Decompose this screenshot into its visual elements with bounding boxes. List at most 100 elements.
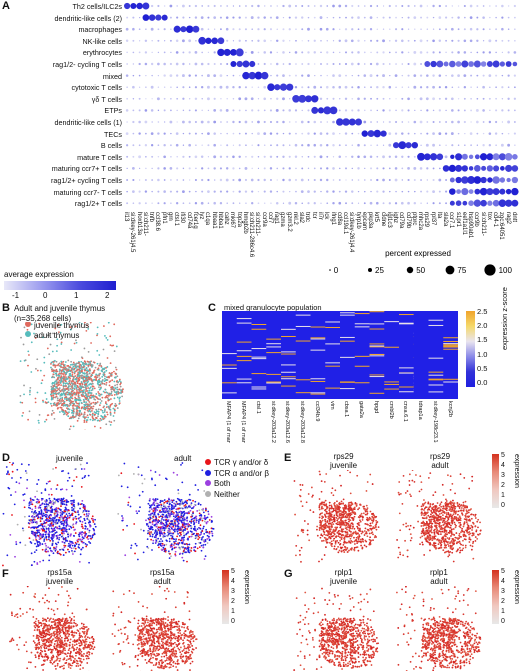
- dot: [182, 86, 185, 89]
- heatmap-gene-label: ctsl.1: [254, 401, 261, 414]
- cell-point: [50, 405, 53, 407]
- cell-point: [33, 516, 36, 519]
- cell-point: [335, 516, 338, 519]
- dot: [432, 143, 435, 147]
- dot: [326, 132, 329, 135]
- cell-point: [60, 323, 63, 326]
- dot: [450, 154, 455, 159]
- cell-point: [55, 372, 58, 375]
- dot: [176, 109, 178, 112]
- dot: [332, 74, 335, 77]
- cell-point: [73, 363, 76, 365]
- dot: [339, 51, 341, 54]
- dot: [232, 155, 235, 159]
- cell-point: [100, 408, 102, 411]
- dot: [420, 109, 422, 112]
- heatmap-cell: [340, 336, 355, 338]
- dot: [238, 97, 242, 101]
- cell-point: [148, 528, 151, 531]
- size-legend-tick: 75: [457, 266, 466, 275]
- dot: [276, 5, 278, 7]
- cell-point: [53, 548, 55, 551]
- dot: [470, 109, 473, 112]
- dot: [429, 153, 438, 161]
- dot: [250, 16, 254, 20]
- cell-point: [34, 401, 37, 404]
- dot: [432, 109, 435, 112]
- gene-label: lta: [435, 212, 442, 219]
- cell-point: [87, 376, 90, 379]
- cell-point: [113, 393, 116, 396]
- dot: [432, 16, 435, 19]
- cell-point: [135, 544, 138, 547]
- dot: [126, 167, 128, 170]
- cell-point: [111, 344, 113, 347]
- cell-point: [41, 548, 44, 551]
- cell-point: [174, 504, 177, 507]
- dot: [482, 5, 485, 7]
- dot: [301, 16, 304, 19]
- heatmap-cell: [354, 355, 370, 357]
- dot: [275, 201, 279, 205]
- cell-point: [65, 528, 68, 531]
- cell-point: [23, 326, 26, 329]
- dot: [180, 26, 187, 33]
- cell-point: [92, 417, 95, 420]
- cell-point: [66, 509, 69, 512]
- cell-point: [67, 389, 70, 392]
- cell-point: [58, 362, 61, 365]
- dot: [182, 132, 185, 135]
- cell-point: [61, 470, 63, 473]
- cell-point: [56, 527, 59, 530]
- dot: [125, 109, 129, 112]
- cell-point: [196, 547, 199, 550]
- cell-point: [59, 378, 62, 380]
- cell-point: [100, 387, 102, 389]
- dot: [200, 16, 204, 19]
- cell-point: [48, 501, 51, 504]
- cell-point: [75, 399, 78, 402]
- cell-point: [359, 527, 361, 530]
- dot: [394, 178, 398, 182]
- cell-point: [371, 483, 374, 485]
- cell-point: [99, 362, 102, 365]
- dot: [451, 51, 454, 54]
- dot: [188, 143, 192, 147]
- dot: [329, 106, 338, 115]
- cell-point: [84, 380, 87, 383]
- dot: [219, 85, 223, 89]
- cell-point: [24, 470, 27, 472]
- dot: [176, 167, 179, 170]
- dot: [169, 16, 172, 19]
- cell-point: [66, 407, 68, 410]
- cell-point: [174, 540, 177, 543]
- dot: [307, 155, 310, 158]
- dot: [157, 51, 160, 54]
- cell-point: [155, 506, 157, 509]
- cell-point: [27, 522, 30, 524]
- dot: [426, 190, 429, 193]
- dot: [382, 62, 385, 66]
- cell-point: [181, 538, 183, 541]
- heatmap-cell: [251, 388, 267, 390]
- heatmap-cell: [310, 349, 326, 351]
- cell-point: [328, 509, 331, 512]
- gene-label: zgc:64051: [498, 212, 505, 240]
- heatmap-cell: [251, 348, 267, 350]
- dot: [294, 85, 298, 89]
- dot: [151, 51, 153, 54]
- dot: [326, 144, 329, 147]
- dot: [238, 5, 241, 7]
- dot: [201, 109, 203, 112]
- dot: [513, 97, 516, 100]
- dot: [457, 98, 460, 100]
- cell-point: [50, 520, 53, 523]
- cell-point: [118, 388, 121, 391]
- cell-point: [74, 396, 76, 399]
- cell-point: [50, 385, 53, 388]
- dot: [357, 109, 360, 112]
- cell-point: [192, 511, 194, 513]
- cell-point: [69, 363, 72, 366]
- cell-point: [106, 413, 109, 416]
- cell-point: [193, 546, 195, 549]
